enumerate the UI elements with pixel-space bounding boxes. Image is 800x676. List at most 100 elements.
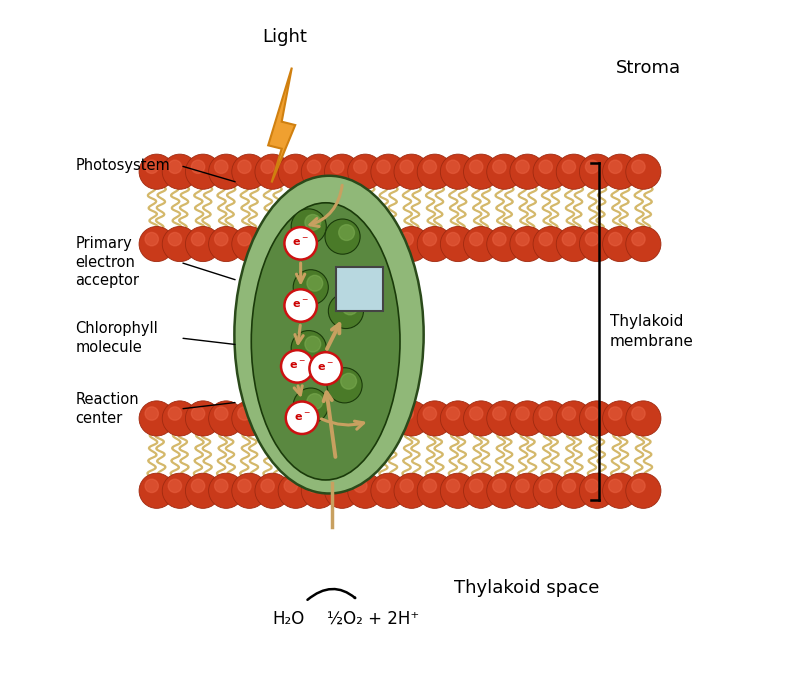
Circle shape [423, 479, 437, 493]
Circle shape [307, 407, 321, 420]
Circle shape [400, 233, 414, 246]
Circle shape [168, 233, 182, 246]
Circle shape [168, 160, 182, 174]
Circle shape [446, 233, 460, 246]
Circle shape [417, 226, 452, 262]
Circle shape [261, 160, 274, 174]
Ellipse shape [234, 176, 424, 493]
Circle shape [310, 352, 342, 385]
Circle shape [186, 473, 221, 508]
Circle shape [307, 275, 322, 291]
Circle shape [286, 402, 318, 434]
Circle shape [579, 473, 614, 508]
Circle shape [440, 154, 475, 189]
Circle shape [348, 226, 383, 262]
Circle shape [556, 401, 591, 436]
Circle shape [493, 479, 506, 493]
Circle shape [586, 160, 598, 174]
Text: e$^-$: e$^-$ [318, 362, 334, 373]
Circle shape [562, 479, 575, 493]
Circle shape [145, 160, 158, 174]
Circle shape [371, 473, 406, 508]
Circle shape [446, 407, 460, 420]
Circle shape [214, 233, 228, 246]
Circle shape [463, 473, 498, 508]
Circle shape [139, 473, 174, 508]
Text: Stroma: Stroma [616, 59, 682, 76]
Circle shape [533, 154, 568, 189]
Circle shape [516, 479, 530, 493]
Circle shape [417, 154, 452, 189]
Circle shape [562, 233, 575, 246]
Text: H₂O: H₂O [272, 610, 305, 627]
Polygon shape [268, 68, 295, 183]
Circle shape [278, 473, 314, 508]
Circle shape [139, 401, 174, 436]
Circle shape [139, 154, 174, 189]
Circle shape [341, 373, 357, 389]
Circle shape [291, 331, 326, 366]
Circle shape [556, 473, 591, 508]
Circle shape [417, 401, 452, 436]
Circle shape [342, 299, 358, 315]
Circle shape [486, 226, 522, 262]
Circle shape [423, 407, 437, 420]
Circle shape [632, 233, 645, 246]
Circle shape [394, 473, 429, 508]
Circle shape [400, 407, 414, 420]
Circle shape [191, 233, 205, 246]
Circle shape [626, 401, 661, 436]
Circle shape [533, 226, 568, 262]
Circle shape [209, 226, 244, 262]
Circle shape [186, 226, 221, 262]
Circle shape [281, 350, 314, 383]
Circle shape [493, 407, 506, 420]
Circle shape [284, 233, 298, 246]
Circle shape [539, 479, 553, 493]
Circle shape [145, 233, 158, 246]
Circle shape [602, 473, 638, 508]
Text: e$^-$: e$^-$ [289, 360, 306, 371]
Circle shape [232, 401, 267, 436]
Circle shape [325, 226, 360, 262]
Text: Light: Light [262, 28, 307, 46]
Circle shape [232, 226, 267, 262]
Circle shape [533, 401, 568, 436]
Circle shape [327, 368, 362, 403]
Circle shape [278, 226, 314, 262]
Circle shape [325, 401, 360, 436]
Circle shape [539, 160, 553, 174]
Circle shape [486, 401, 522, 436]
Circle shape [307, 479, 321, 493]
Circle shape [463, 226, 498, 262]
Circle shape [238, 160, 251, 174]
Circle shape [400, 160, 414, 174]
Ellipse shape [251, 203, 400, 480]
Circle shape [302, 226, 337, 262]
Circle shape [586, 407, 598, 420]
Circle shape [470, 479, 483, 493]
Circle shape [307, 160, 321, 174]
Circle shape [516, 233, 530, 246]
Circle shape [602, 401, 638, 436]
Circle shape [325, 219, 360, 254]
Circle shape [293, 270, 328, 305]
Circle shape [470, 233, 483, 246]
Circle shape [354, 407, 367, 420]
Circle shape [330, 479, 344, 493]
Circle shape [255, 226, 290, 262]
Circle shape [238, 407, 251, 420]
Circle shape [162, 154, 198, 189]
Circle shape [232, 473, 267, 508]
Circle shape [255, 154, 290, 189]
FancyArrowPatch shape [307, 589, 355, 600]
Circle shape [162, 401, 198, 436]
Circle shape [579, 401, 614, 436]
Circle shape [470, 407, 483, 420]
Circle shape [186, 154, 221, 189]
Circle shape [539, 233, 553, 246]
Text: ½O₂ + 2H⁺: ½O₂ + 2H⁺ [327, 610, 419, 627]
Circle shape [307, 233, 321, 246]
Circle shape [579, 226, 614, 262]
Circle shape [214, 160, 228, 174]
